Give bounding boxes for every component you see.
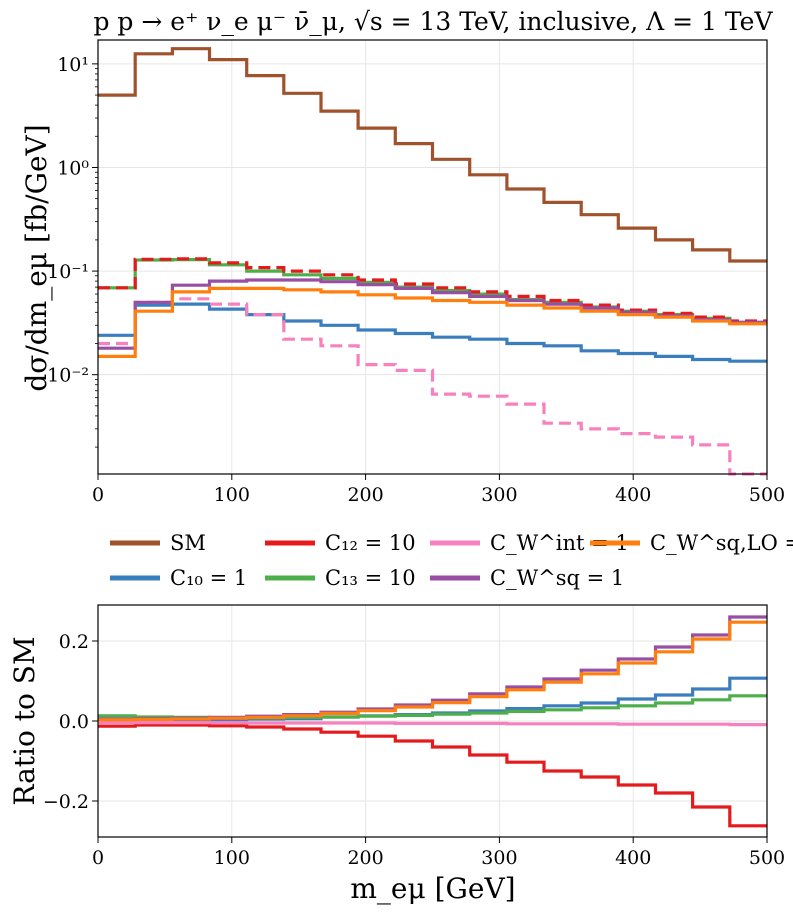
bottom-panel-series bbox=[98, 615, 767, 828]
x-tick-label: 500 bbox=[749, 847, 785, 869]
x-tick-label: 400 bbox=[615, 484, 651, 506]
x-tick-label: 300 bbox=[481, 847, 517, 869]
x-tick-label: 100 bbox=[214, 847, 250, 869]
chart-title: p p → e⁺ ν_e μ⁻ ν̄_μ, √s = 13 TeV, inclu… bbox=[93, 7, 773, 36]
x-tick-label: 400 bbox=[615, 847, 651, 869]
y-tick-label: 10⁻¹ bbox=[47, 261, 89, 283]
legend-label: C₁₂ = 10 bbox=[325, 531, 416, 555]
legend-label: C₁₀ = 1 bbox=[170, 566, 247, 590]
y-tick-label: 10⁻² bbox=[47, 365, 89, 387]
y-tick-label: 10⁰ bbox=[57, 157, 89, 179]
x-tick-label: 200 bbox=[347, 484, 383, 506]
series-line-c-1 bbox=[98, 302, 767, 363]
top-panel-frame bbox=[97, 39, 768, 475]
bottom-y-axis-label: Ratio to SM bbox=[8, 636, 41, 805]
series-line-c-w-sq-lo-1 bbox=[98, 620, 767, 722]
legend-label: C_W^sq,LO = 1 bbox=[650, 531, 793, 555]
x-tick-label: 500 bbox=[749, 484, 785, 506]
x-tick-label: 0 bbox=[92, 847, 104, 869]
x-tick-label: 300 bbox=[481, 484, 517, 506]
legend-label: C_W^sq = 1 bbox=[490, 566, 624, 590]
top-panel-grid bbox=[97, 40, 768, 474]
y-tick-label: 10¹ bbox=[57, 54, 89, 76]
top-panel-ticks: 0 100 200 300 400 500 10¹ 10⁰ 10⁻¹ 10⁻² bbox=[47, 54, 785, 506]
series-line-c-10 bbox=[98, 257, 767, 323]
bottom-panel-ticks: 0 100 200 300 400 500 0.2 0.0 −0.2 bbox=[43, 631, 785, 869]
series-line-c-10 bbox=[98, 723, 767, 828]
y-tick-label: −0.2 bbox=[43, 791, 89, 813]
legend-label: SM bbox=[170, 531, 206, 555]
x-tick-label: 200 bbox=[347, 847, 383, 869]
x-tick-label: 100 bbox=[214, 484, 250, 506]
x-tick-label: 0 bbox=[92, 484, 104, 506]
y-tick-label: 0.0 bbox=[59, 711, 89, 733]
series-line-c-w-int-1 bbox=[98, 297, 767, 476]
legend-label: C₁₃ = 10 bbox=[325, 566, 416, 590]
top-y-axis-label: dσ/dm_eμ [fb/GeV] bbox=[20, 124, 53, 391]
y-tick-label: 0.2 bbox=[59, 631, 89, 653]
series-line-sm bbox=[98, 47, 767, 263]
x-axis-label: m_eμ [GeV] bbox=[350, 872, 515, 905]
series-line-c-w-int-1 bbox=[98, 721, 767, 727]
top-panel-series bbox=[98, 47, 767, 476]
series-line-c-w-sq-lo-1 bbox=[98, 286, 767, 358]
